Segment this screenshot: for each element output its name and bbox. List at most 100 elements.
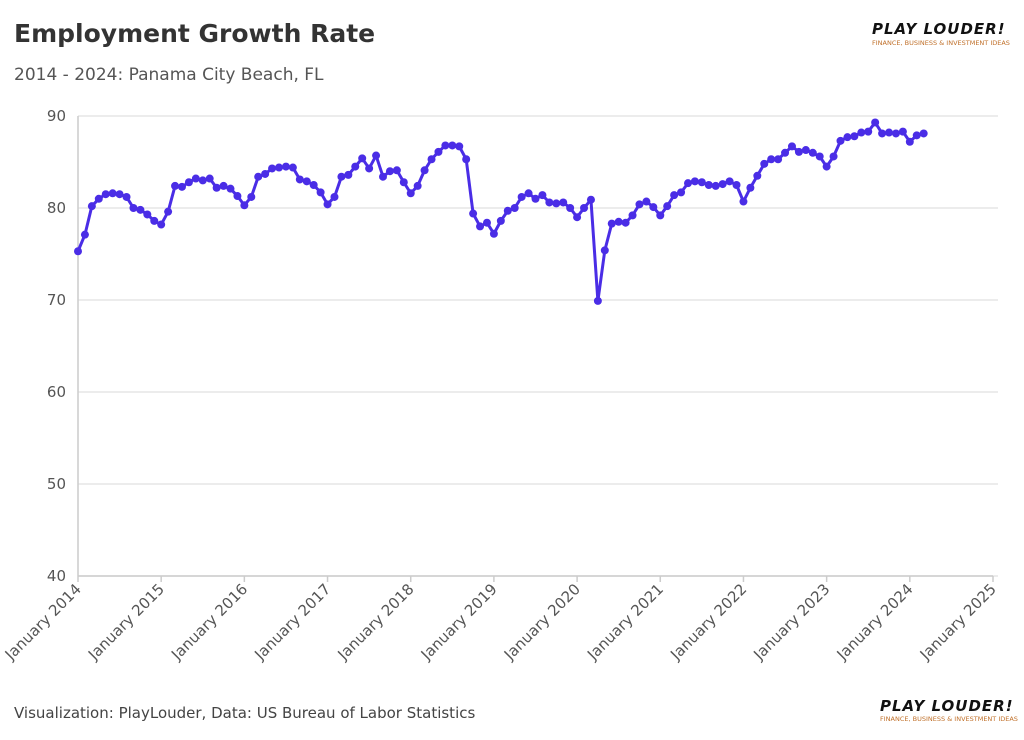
data-point <box>337 172 346 181</box>
data-point <box>878 129 887 138</box>
data-point <box>704 181 713 189</box>
x-tick-label: January 2014 <box>1 580 85 664</box>
x-tick-label: January 2019 <box>417 580 501 664</box>
data-point <box>302 177 311 186</box>
data-point <box>677 188 686 197</box>
data-point <box>538 191 547 200</box>
chart-title: Employment Growth Rate <box>14 19 375 48</box>
data-point <box>143 210 152 219</box>
data-point <box>836 136 845 145</box>
data-point <box>815 152 824 161</box>
data-point <box>379 172 387 181</box>
data-point <box>670 191 679 200</box>
data-point <box>240 201 249 210</box>
data-point <box>413 181 422 190</box>
data-point <box>254 172 263 181</box>
data-point <box>642 197 651 206</box>
data-point <box>434 147 443 156</box>
y-tick-label: 60 <box>47 383 66 401</box>
y-tick-label: 50 <box>47 475 66 493</box>
data-point <box>628 211 637 220</box>
data-point <box>829 152 838 161</box>
data-point <box>455 142 464 151</box>
data-point <box>129 204 138 212</box>
data-point <box>600 246 609 255</box>
data-point <box>365 164 374 173</box>
data-point <box>316 188 325 197</box>
data-point <box>891 129 900 138</box>
data-point <box>690 177 699 186</box>
data-point <box>843 133 852 142</box>
brand-tagline: FINANCE, BUSINESS & INVESTMENT IDEAS <box>872 39 1010 47</box>
x-tick-label: January 2017 <box>250 580 334 664</box>
data-point <box>524 189 533 198</box>
data-point <box>787 142 796 151</box>
data-point <box>711 181 720 190</box>
data-point <box>864 127 873 136</box>
data-point <box>406 189 415 198</box>
data-point <box>205 174 214 183</box>
data-point <box>684 179 692 188</box>
data-point <box>552 199 561 208</box>
data-point <box>462 155 471 164</box>
data-point <box>184 178 193 187</box>
data-point <box>580 204 589 212</box>
data-point <box>392 166 401 175</box>
data-point <box>448 141 457 150</box>
data-point <box>427 155 436 164</box>
x-tick-label: January 2018 <box>334 580 418 664</box>
data-point <box>697 178 706 187</box>
data-point <box>794 147 803 156</box>
data-point <box>559 198 568 207</box>
data-point <box>122 192 131 201</box>
brand-tagline: FINANCE, BUSINESS & INVESTMENT IDEAS <box>880 715 1018 723</box>
x-tick-label: January 2025 <box>916 580 1000 664</box>
data-point <box>115 190 124 199</box>
data-point <box>635 200 644 209</box>
data-point <box>607 219 616 228</box>
data-point <box>746 183 755 192</box>
x-tick-label: January 2023 <box>749 580 833 664</box>
data-point <box>171 181 180 190</box>
data-point <box>801 146 810 155</box>
data-point <box>275 163 284 172</box>
data-point <box>614 217 623 226</box>
data-point <box>760 159 769 168</box>
brand-logo: PLAY LOUDER! <box>880 697 1014 715</box>
y-tick-label: 80 <box>47 199 66 217</box>
data-point <box>136 205 145 214</box>
data-point <box>268 164 277 173</box>
data-point <box>351 162 360 171</box>
data-point <box>489 229 498 238</box>
data-point <box>753 171 762 180</box>
x-tick-label: January 2020 <box>500 580 584 664</box>
y-tick-label: 90 <box>47 107 66 125</box>
data-point <box>739 197 748 206</box>
data-point <box>191 174 200 183</box>
y-tick-label: 70 <box>47 291 66 309</box>
data-point <box>94 194 103 203</box>
data-point <box>108 189 117 198</box>
data-point <box>288 163 297 172</box>
data-point <box>261 169 270 178</box>
data-point <box>496 216 505 225</box>
data-point <box>281 162 290 171</box>
data-point <box>621 218 630 227</box>
data-point <box>198 176 207 185</box>
data-point <box>219 181 228 190</box>
data-point <box>510 204 519 212</box>
data-point <box>898 127 907 136</box>
chart-subtitle: 2014 - 2024: Panama City Beach, FL <box>14 65 324 85</box>
data-point <box>476 222 485 231</box>
data-point <box>330 192 339 201</box>
data-point <box>573 213 582 222</box>
data-point <box>358 154 367 163</box>
data-point <box>80 230 89 239</box>
data-point <box>656 211 665 220</box>
data-point <box>531 194 540 203</box>
data-point <box>725 177 734 186</box>
x-tick-label: January 2015 <box>84 580 168 664</box>
data-point <box>74 247 82 256</box>
data-point <box>767 155 776 164</box>
